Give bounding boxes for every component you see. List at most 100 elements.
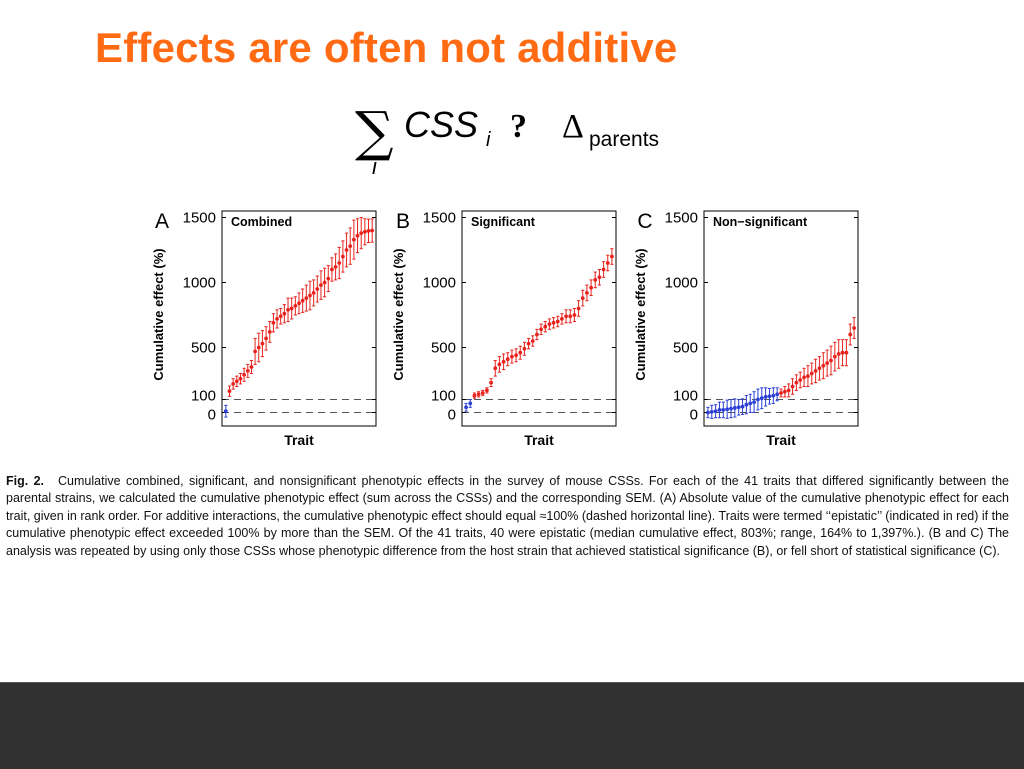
data-point — [300, 298, 305, 303]
data-point — [238, 376, 243, 381]
data-point — [732, 406, 737, 410]
data-point — [493, 366, 498, 371]
data-point — [505, 357, 510, 362]
data-point — [844, 350, 849, 355]
sum-symbol: ∑ — [355, 100, 394, 163]
data-point — [518, 350, 523, 355]
plot-frame — [221, 210, 377, 427]
data-point — [825, 361, 830, 365]
data-point — [551, 320, 556, 325]
data-point — [355, 233, 360, 238]
plot-frame — [703, 210, 859, 427]
data-point — [464, 405, 468, 410]
data-point — [597, 275, 602, 280]
y-tick-label: 100 — [431, 388, 456, 405]
data-point — [330, 267, 334, 272]
data-point — [744, 402, 749, 407]
data-point — [271, 320, 276, 325]
caption-text: Cumulative combined, significant, and no… — [6, 473, 1009, 558]
data-point — [717, 408, 722, 412]
y-axis-label: Cumulative effect (%) — [151, 248, 166, 380]
panel-title: Non−significant — [713, 215, 808, 229]
data-point — [771, 393, 776, 398]
data-point — [756, 397, 760, 402]
data-point — [278, 314, 283, 319]
data-point — [485, 388, 489, 393]
data-point — [709, 409, 714, 414]
data-point — [848, 332, 853, 337]
data-point — [779, 391, 783, 395]
data-point — [242, 372, 247, 377]
data-point — [802, 375, 806, 380]
question-mark: ? — [510, 108, 527, 145]
data-point — [852, 326, 856, 330]
data-point — [370, 228, 375, 233]
data-point — [585, 291, 589, 295]
chart-panel-b: 0 100 500 1000 1500 B Significant Trait Cumulati… — [391, 210, 617, 448]
data-point — [497, 362, 502, 367]
x-axis-label: Trait — [524, 432, 554, 448]
y-tick-label: 0 — [690, 407, 698, 424]
data-point — [740, 404, 745, 409]
data-point — [249, 365, 254, 369]
y-tick-label: 1000 — [183, 275, 216, 292]
data-point — [725, 407, 730, 412]
css-subscript: i — [486, 129, 491, 151]
panel-title: Combined — [231, 215, 292, 229]
data-point — [227, 389, 232, 394]
data-point — [535, 332, 539, 337]
data-point — [547, 322, 552, 326]
data-point — [572, 313, 577, 317]
data-point — [610, 254, 614, 259]
data-point — [319, 283, 323, 287]
data-point — [264, 336, 268, 341]
data-point — [514, 353, 518, 358]
delta-subscript: parents — [589, 128, 659, 151]
caption-label: Fig. 2. — [6, 473, 45, 488]
data-point — [564, 314, 568, 319]
data-point — [593, 278, 598, 282]
formula: ∑ i CSS i ? Δ parents — [355, 100, 659, 179]
y-tick-label: 1000 — [665, 275, 698, 292]
data-point — [366, 228, 371, 233]
data-point — [576, 306, 581, 311]
data-point — [821, 363, 826, 368]
data-point — [809, 371, 814, 376]
data-point — [832, 354, 837, 359]
data-point — [589, 285, 593, 290]
data-point — [748, 401, 753, 406]
data-point — [348, 244, 353, 249]
data-point — [311, 291, 316, 295]
data-point — [794, 380, 799, 385]
data-point — [836, 352, 841, 356]
data-point — [721, 408, 726, 412]
figure-caption: Fig. 2. Cumulative combined, significant,… — [6, 473, 1009, 561]
data-point — [362, 229, 367, 234]
data-point — [775, 392, 780, 397]
data-point — [543, 324, 548, 329]
slide-title: Effects are often not additive — [95, 24, 678, 71]
data-point — [476, 392, 481, 397]
chart-panel-c: 0 100 500 1000 1500 C Non−significant Trait Cumu… — [633, 210, 859, 448]
data-point — [555, 319, 560, 324]
data-point — [798, 378, 803, 382]
data-point — [275, 317, 279, 321]
data-point — [840, 350, 845, 355]
y-tick-label: 1500 — [423, 210, 456, 227]
y-tick-label: 1500 — [183, 210, 216, 227]
plot-frame — [461, 210, 617, 427]
panel-title: Significant — [471, 215, 536, 229]
data-point — [522, 346, 527, 351]
y-tick-label: 500 — [191, 340, 216, 357]
data-point — [304, 296, 309, 300]
data-point — [806, 374, 810, 378]
data-point — [231, 382, 236, 386]
data-point — [256, 345, 261, 350]
panel-letter: C — [637, 210, 652, 233]
data-point — [253, 349, 257, 354]
data-point — [729, 406, 733, 411]
css-term: CSS — [404, 104, 478, 145]
data-point — [539, 327, 543, 332]
chart-panel-a: 0 100 500 1000 1500 A Combined Trait Cumulative … — [151, 210, 377, 448]
data-point — [510, 354, 514, 359]
